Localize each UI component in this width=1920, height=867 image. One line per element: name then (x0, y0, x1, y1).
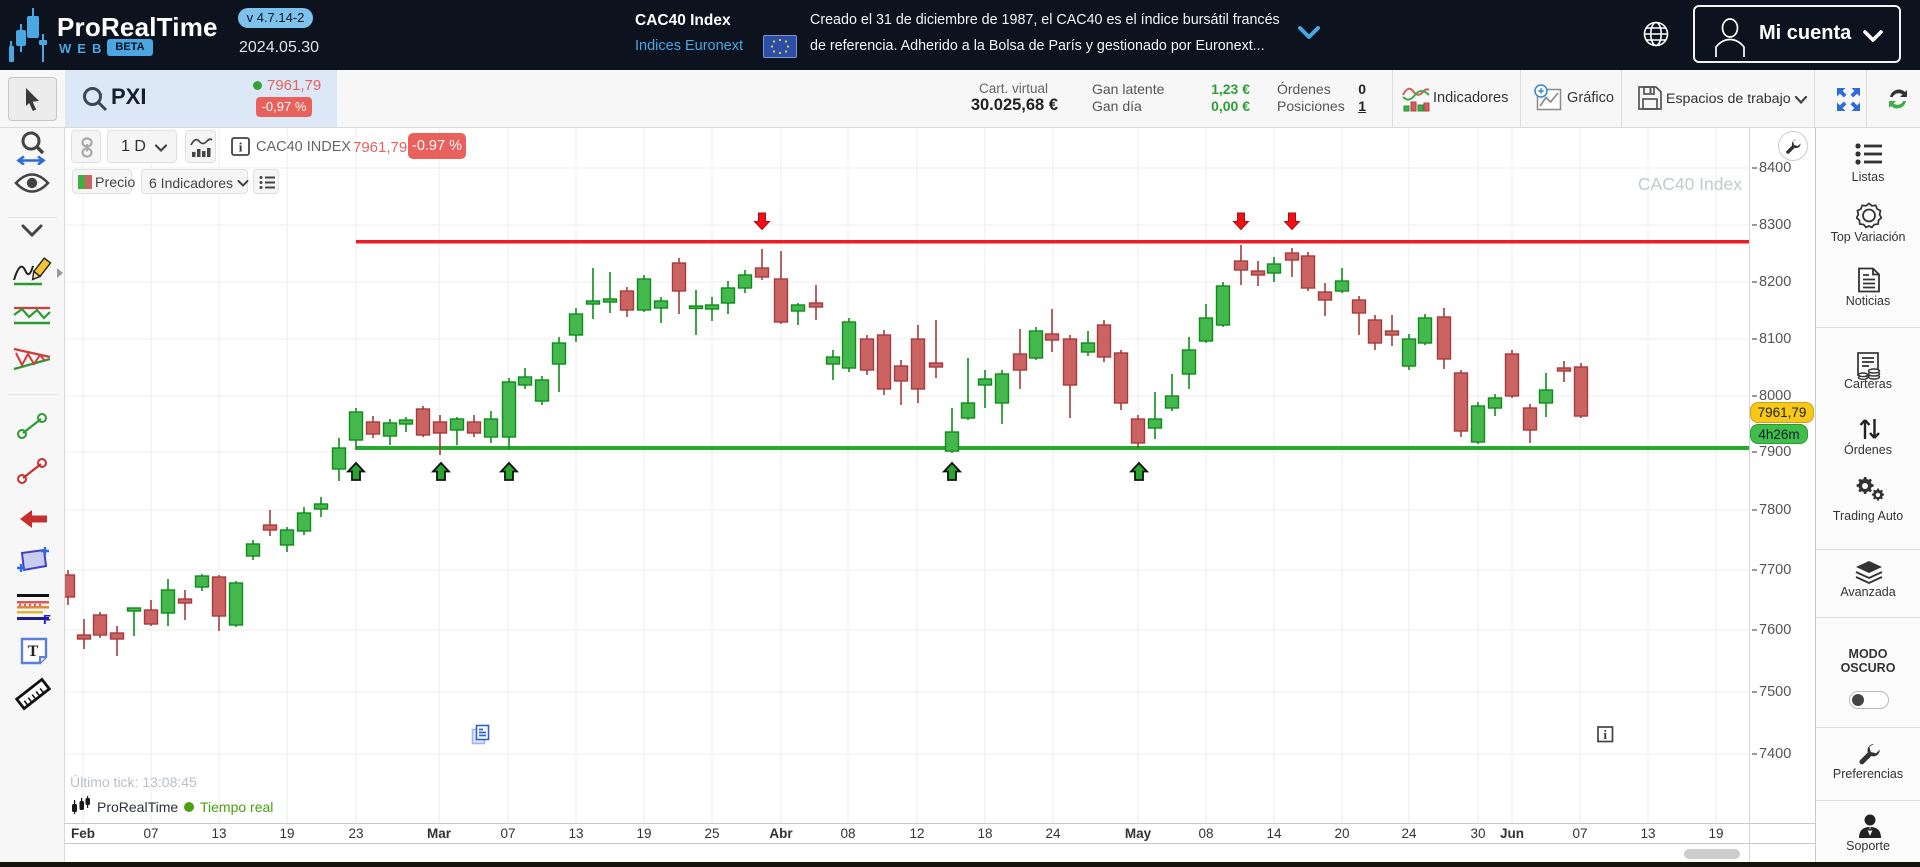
svg-text:i: i (1603, 728, 1607, 742)
svg-text:i: i (239, 140, 243, 155)
svg-text:T: T (28, 643, 39, 660)
svg-text:F: F (43, 612, 51, 625)
svg-text:CAC40 Index: CAC40 Index (1638, 174, 1742, 194)
